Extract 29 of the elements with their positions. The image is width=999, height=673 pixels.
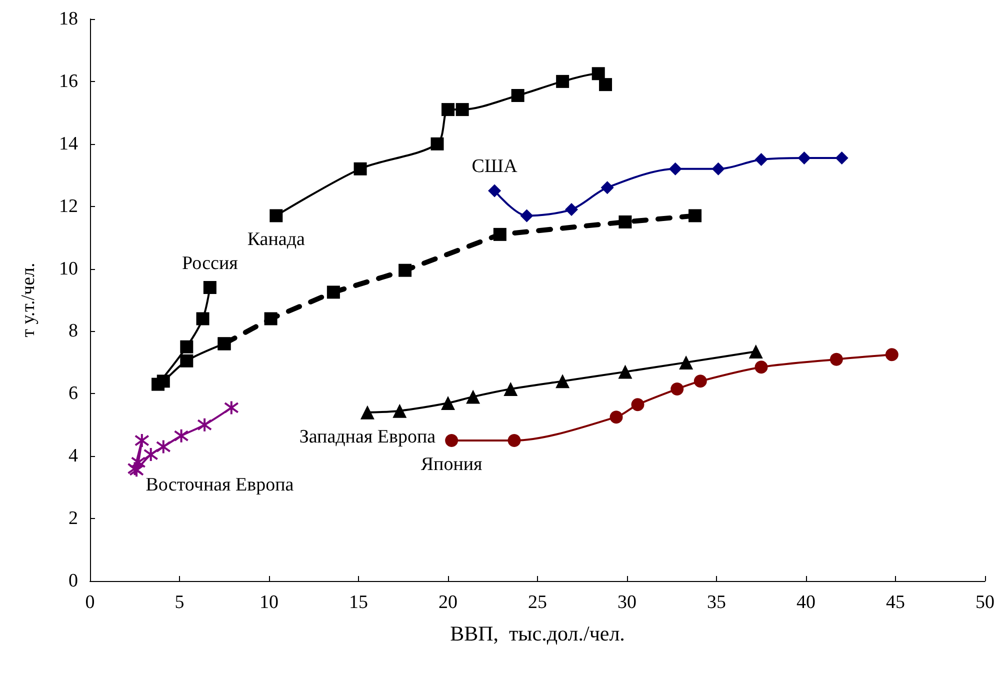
y-tick-label: 0: [68, 570, 78, 592]
y-tick-label: 2: [68, 508, 78, 530]
series-label: Западная Европа: [299, 426, 436, 448]
y-tick-label: 6: [68, 383, 78, 404]
y-tick-label: 12: [59, 196, 78, 217]
series-label: Восточная Европа: [146, 474, 294, 496]
x-tick-label: 25: [528, 592, 547, 613]
y-tick-label: 10: [59, 258, 78, 280]
x-tick-label: 50: [976, 592, 994, 613]
x-tick-label: 40: [796, 592, 816, 613]
x-tick-label: 0: [85, 592, 95, 613]
y-tick-label: 14: [59, 133, 78, 154]
x-tick-label: 20: [438, 592, 458, 613]
x-tick-label: 10: [260, 592, 278, 613]
x-axis-title: ВВП, тыс.дол./чел.: [450, 622, 625, 646]
series-label: США: [472, 156, 518, 178]
series-label: Россия: [182, 253, 238, 274]
y-tick-label: 8: [68, 320, 78, 342]
y-axis-title: т у.т./чел.: [18, 262, 39, 338]
series-label: Канада: [247, 229, 306, 250]
x-tick-label: 45: [886, 592, 905, 613]
x-tick-label: 5: [174, 592, 184, 613]
x-tick-label: 35: [707, 592, 726, 613]
series-label: Япония: [420, 454, 483, 475]
y-tick-label: 16: [59, 70, 78, 92]
y-tick-label: 4: [68, 446, 78, 467]
x-tick-label: 15: [349, 592, 368, 613]
y-tick-label: 18: [59, 8, 78, 30]
x-tick-label: 30: [618, 592, 636, 613]
